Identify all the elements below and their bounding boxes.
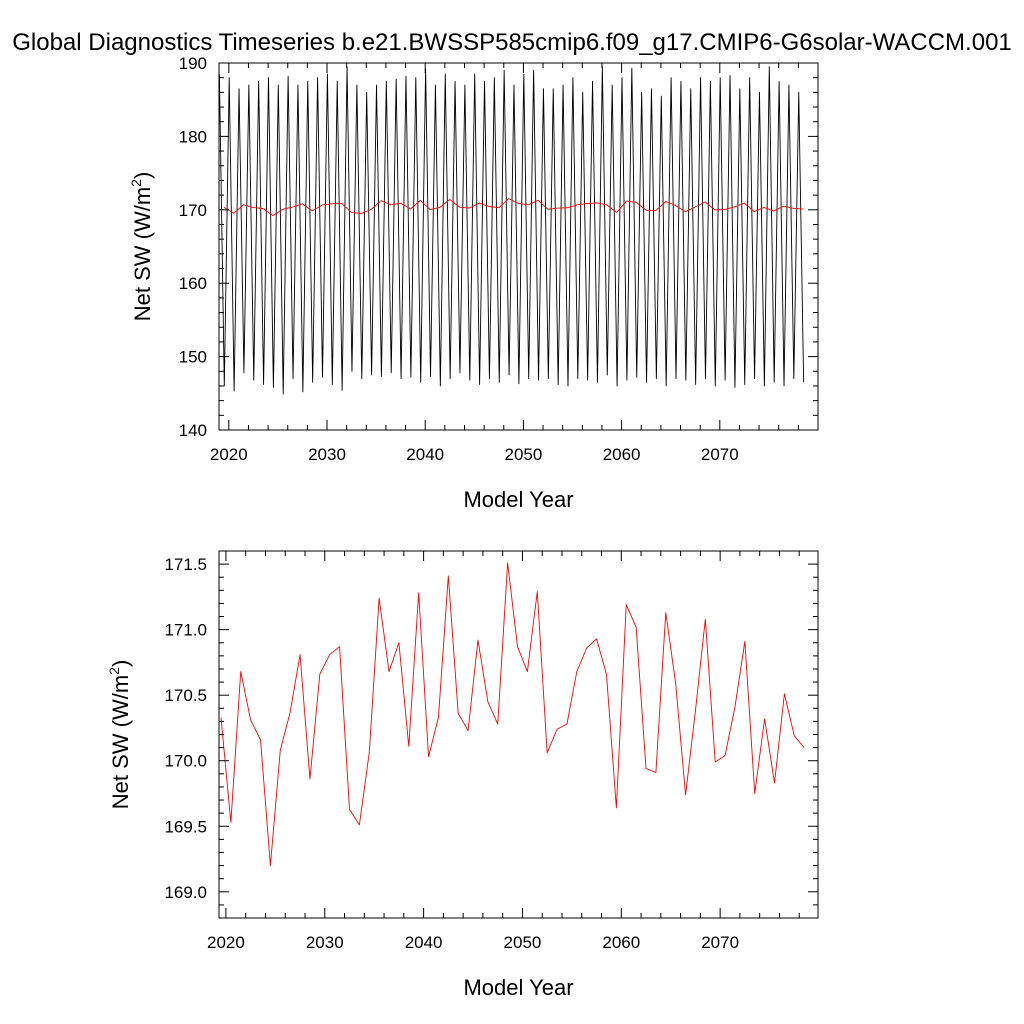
y-tick-label: 140 <box>179 421 207 440</box>
y-tick-label: 169.5 <box>164 817 207 836</box>
plot-frame <box>218 550 819 919</box>
x-tick-label: 2070 <box>701 445 739 464</box>
y-tick-label: 170 <box>179 201 207 220</box>
y-tick-label: 190 <box>179 54 207 73</box>
y-axis-label: Net SW (W/m2) <box>106 660 133 810</box>
y-tick-label: 169.0 <box>164 883 207 902</box>
y-tick-label: 160 <box>179 274 207 293</box>
top-panel: 2020 2030 2040 2050 2060 2070 140 150 160 170 180 1… <box>128 54 819 512</box>
x-tick-label: 2060 <box>603 445 641 464</box>
plot-frame <box>218 62 819 431</box>
y-tick-label: 170.0 <box>164 752 207 771</box>
y-axis-label: Net SW (W/m2) <box>128 172 155 322</box>
y-tick-label: 171.0 <box>164 621 207 640</box>
x-tick-label: 2030 <box>308 445 346 464</box>
x-axis-label: Model Year <box>463 487 573 512</box>
series-line-0 <box>220 562 805 867</box>
bottom-panel: 2020 2030 2040 2050 2060 2070 169.0 169.5 170.0 1… <box>106 550 819 1000</box>
x-tick-label: 2020 <box>207 933 245 952</box>
figure-title: Global Diagnostics Timeseries b.e21.BWSS… <box>12 29 1012 56</box>
x-tick-label: 2040 <box>405 933 443 952</box>
series-line-1 <box>223 198 804 217</box>
x-tick-label: 2050 <box>504 445 542 464</box>
x-tick-label: 2040 <box>406 445 444 464</box>
series-line-0 <box>218 66 805 395</box>
x-tick-label: 2030 <box>306 933 344 952</box>
x-tick-label: 2050 <box>504 933 542 952</box>
y-tick-label: 150 <box>179 348 207 367</box>
x-tick-label: 2020 <box>210 445 248 464</box>
x-axis-label: Model Year <box>463 975 573 1000</box>
y-tick-label: 180 <box>179 127 207 146</box>
x-tick-label: 2060 <box>602 933 640 952</box>
y-tick-label: 171.5 <box>164 555 207 574</box>
y-tick-label: 170.5 <box>164 686 207 705</box>
x-tick-label: 2070 <box>701 933 739 952</box>
